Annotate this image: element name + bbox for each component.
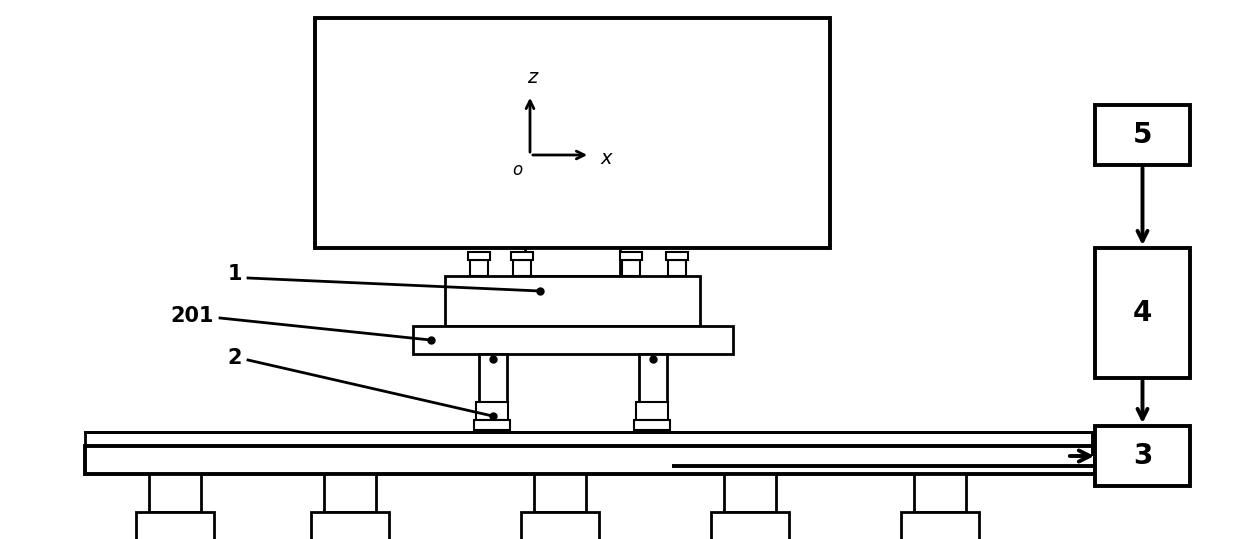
Bar <box>325 474 375 512</box>
Text: 201: 201 <box>171 306 214 326</box>
Bar <box>522 512 598 539</box>
Bar <box>1095 248 1189 378</box>
Bar <box>525 248 620 276</box>
Bar <box>468 252 489 260</box>
Bar <box>315 18 830 248</box>
Bar <box>724 474 776 512</box>
Text: z: z <box>527 68 538 87</box>
Bar <box>149 474 201 512</box>
Bar <box>633 420 669 430</box>
Bar <box>534 474 586 512</box>
Bar <box>445 276 700 326</box>
Text: 1: 1 <box>228 264 242 284</box>
Bar <box>478 354 507 402</box>
Text: 3: 3 <box>1132 442 1152 470</box>
Text: 2: 2 <box>228 348 242 368</box>
Text: 5: 5 <box>1132 121 1152 149</box>
Bar <box>914 474 966 512</box>
Bar <box>85 432 1095 446</box>
Bar <box>1095 426 1189 486</box>
Bar <box>476 402 508 420</box>
Bar <box>622 260 641 276</box>
Text: x: x <box>600 149 612 169</box>
Bar <box>711 512 789 539</box>
Bar <box>510 252 533 260</box>
Bar <box>668 260 686 276</box>
Bar <box>636 402 668 420</box>
Bar <box>620 252 642 260</box>
Bar <box>311 512 389 539</box>
Bar <box>136 512 214 539</box>
Bar <box>473 420 509 430</box>
Bar <box>413 326 732 354</box>
Bar <box>638 354 667 402</box>
Bar <box>667 252 688 260</box>
Text: 4: 4 <box>1132 299 1152 327</box>
Bar <box>470 260 488 276</box>
Text: o: o <box>512 161 522 179</box>
Bar <box>85 446 1095 474</box>
Bar <box>901 512 979 539</box>
Bar <box>1095 105 1189 165</box>
Bar <box>513 260 532 276</box>
